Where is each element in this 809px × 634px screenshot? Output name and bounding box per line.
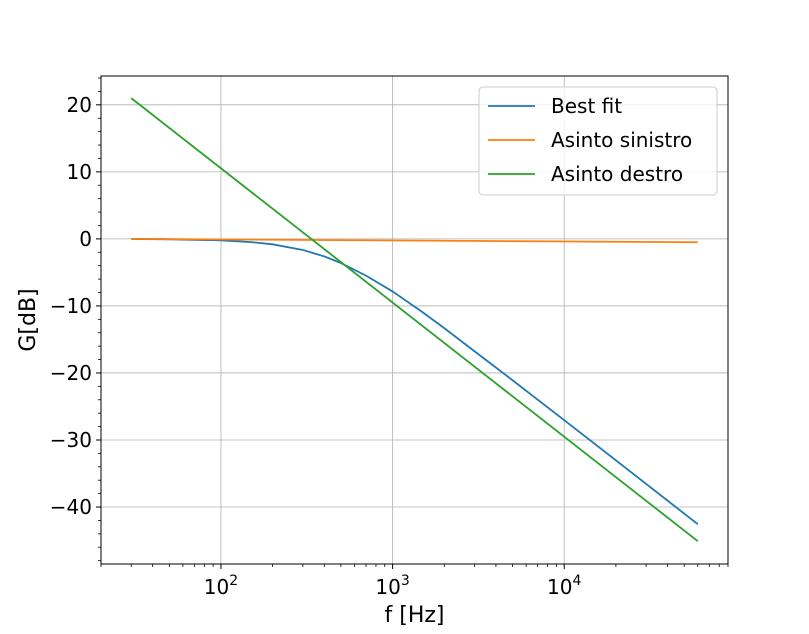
major-ticks <box>96 104 565 569</box>
x-tick-label: 103 <box>375 573 409 599</box>
y-tick-labels: 20 10 0 −10 −20 −30 −40 <box>50 93 92 519</box>
x-tick-labels: 102 103 104 <box>204 573 582 599</box>
y-tick-label: −30 <box>50 428 92 452</box>
x-axis-label: f [Hz] <box>385 603 445 628</box>
x-tick-label: 104 <box>547 573 581 599</box>
series-line-1 <box>131 237 698 244</box>
y-tick-label: 0 <box>79 227 92 251</box>
series-line-0 <box>131 238 699 525</box>
x-tick-label: 102 <box>204 573 238 599</box>
y-tick-label: −20 <box>50 361 92 385</box>
legend-label-1: Asinto sinistro <box>551 128 692 152</box>
legend-box <box>478 86 718 196</box>
y-axis-label: G[dB] <box>16 288 41 351</box>
y-tick-label: −10 <box>50 294 92 318</box>
series-line-2 <box>130 97 699 542</box>
legend-label-2: Asinto destro <box>551 162 683 186</box>
y-tick-label: 20 <box>67 93 92 117</box>
plot-frame <box>100 75 729 565</box>
series-layer <box>130 97 699 542</box>
y-tick-label: 10 <box>67 160 92 184</box>
legend-label-0: Best fit <box>551 94 622 118</box>
legend: Best fit Asinto sinistro Asinto destro <box>478 86 718 196</box>
y-tick-label: −40 <box>50 495 92 519</box>
